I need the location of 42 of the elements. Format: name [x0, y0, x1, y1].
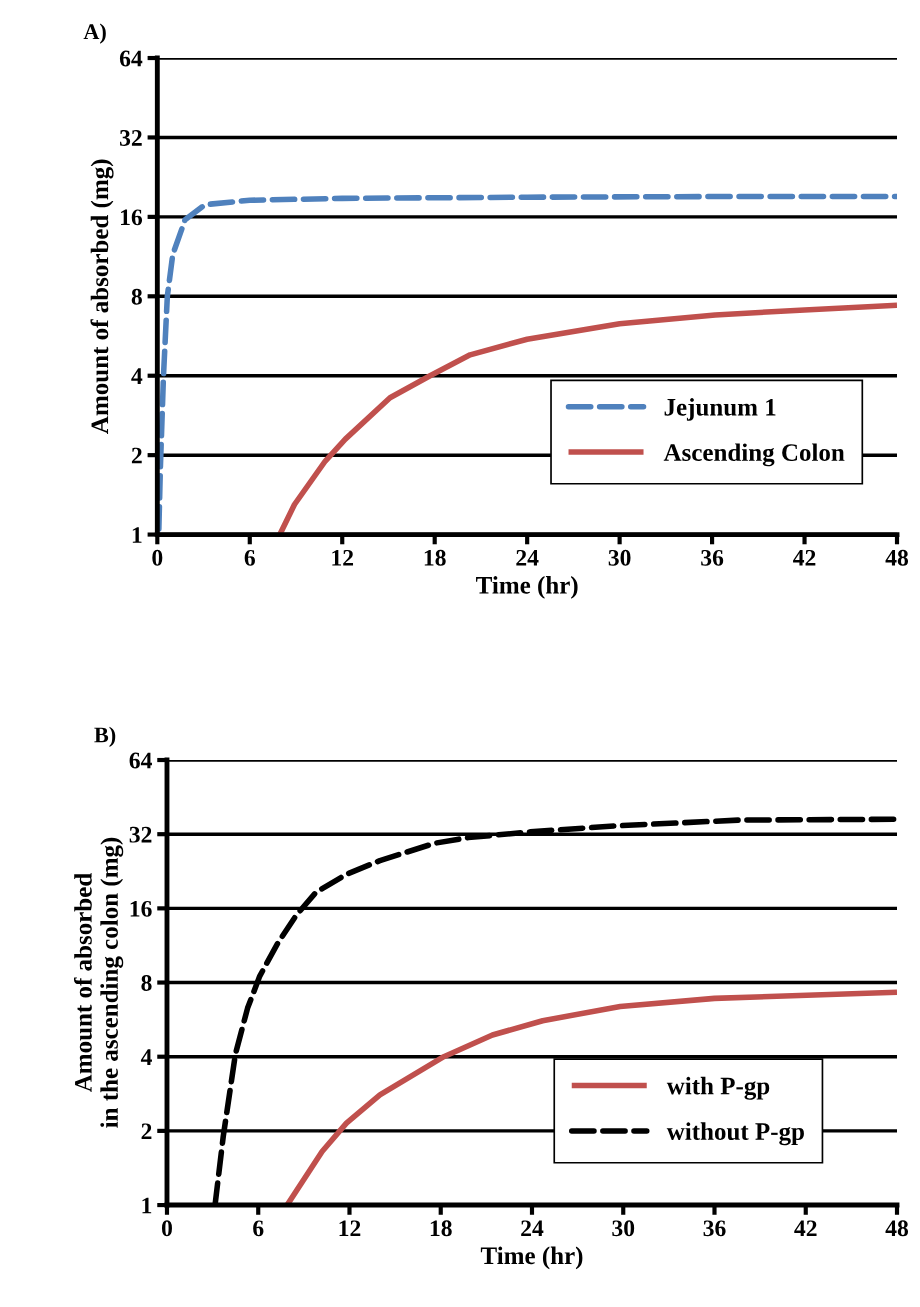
x-tick-label: 6: [253, 1220, 264, 1237]
legend-label: Ascending Colon: [663, 443, 845, 467]
x-tick-label: 48: [885, 1220, 909, 1237]
legend-label: Jejunum 1: [664, 398, 776, 421]
y-tick-label: 16: [130, 900, 152, 917]
x-axis-title: Time (hr): [480, 1246, 583, 1270]
x-tick-label: 24: [516, 549, 539, 566]
x-tick-label: 36: [701, 549, 724, 566]
x-tick-label: 30: [608, 549, 631, 566]
x-tick-label: 12: [332, 549, 354, 566]
y-tick-label: 32: [129, 826, 152, 843]
y-tick-label: 64: [119, 50, 143, 67]
x-tick-label: 18: [430, 1220, 452, 1237]
x-tick-label: 6: [244, 549, 255, 566]
y-tick-label: 64: [129, 752, 152, 769]
y-tick-label: 8: [141, 975, 152, 991]
chart-title: A): [83, 23, 106, 44]
legend-label: with P-gp: [666, 1076, 770, 1100]
x-tick-label: 24: [521, 1220, 544, 1237]
x-axis-title: Time (hr): [476, 576, 578, 599]
y-tick-label: 32: [120, 130, 142, 146]
y-axis-title: Amount of absorbed in the ascending colon (mg): [73, 837, 124, 1128]
y-tick-label: 4: [131, 368, 143, 384]
chart-title: B): [94, 726, 116, 747]
x-tick-label: 18: [424, 549, 446, 566]
x-tick-label: 30: [612, 1220, 635, 1237]
x-tick-label: 36: [703, 1220, 726, 1237]
x-tick-label: 0: [161, 1220, 172, 1237]
x-tick-label: 42: [794, 1220, 817, 1237]
legend-label: without P-gp: [666, 1122, 804, 1146]
x-tick-label: 42: [793, 549, 816, 566]
x-tick-label: 0: [152, 549, 163, 566]
y-axis-title: Amount of absorbed (mg): [90, 159, 114, 434]
y-tick-label: 1: [132, 527, 142, 543]
y-tick-label: 8: [131, 288, 142, 305]
y-tick-label: 2: [131, 447, 142, 464]
y-tick-label: 4: [140, 1049, 152, 1065]
x-tick-label: 48: [885, 549, 909, 566]
x-tick-label: 12: [339, 1220, 361, 1237]
y-tick-label: 1: [142, 1197, 152, 1214]
y-tick-label: 16: [121, 209, 143, 226]
y-tick-label: 2: [141, 1123, 152, 1140]
